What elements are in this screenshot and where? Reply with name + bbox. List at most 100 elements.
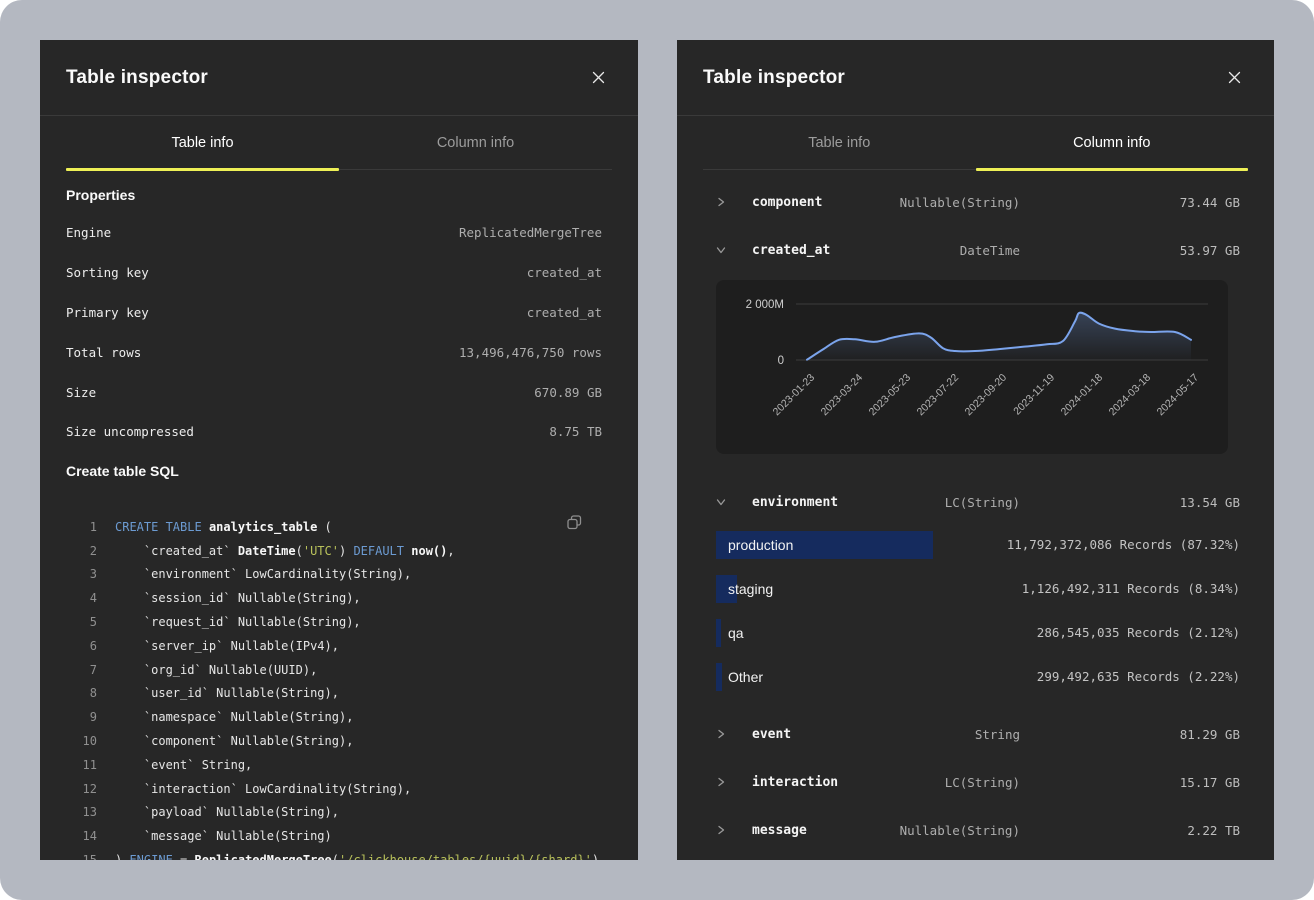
line-number: 4 bbox=[40, 587, 97, 611]
expand-chevron-right bbox=[716, 825, 728, 835]
sql-line-code: `server_ip` Nullable(IPv4), bbox=[97, 635, 339, 659]
column-row-message[interactable]: messageNullable(String)2.22 TB bbox=[677, 806, 1274, 854]
x-axis-label: 2023-07-22 bbox=[915, 372, 962, 419]
expand-chevron-down bbox=[716, 245, 728, 255]
property-value: created_at bbox=[527, 305, 602, 320]
sql-line: 5 `request_id` Nullable(String), bbox=[40, 611, 638, 635]
property-row: Total rows13,496,476,750 rows bbox=[40, 332, 638, 372]
sql-line: 15) ENGINE = ReplicatedMergeTree('/click… bbox=[40, 849, 638, 860]
column-name: created_at bbox=[752, 243, 960, 258]
sql-line-code: `created_at` DateTime('UTC') DEFAULT now… bbox=[97, 540, 455, 564]
column-size: 13.54 GB bbox=[1020, 495, 1240, 510]
column-size: 2.22 TB bbox=[1020, 823, 1240, 838]
line-number: 2 bbox=[40, 540, 97, 564]
sql-line-code: `component` Nullable(String), bbox=[97, 730, 353, 754]
sql-line: 4 `session_id` Nullable(String), bbox=[40, 587, 638, 611]
column-name: event bbox=[752, 727, 975, 742]
chevron-right-icon bbox=[716, 777, 726, 787]
close-icon bbox=[1228, 71, 1241, 84]
value-distribution-row: Other299,492,635 Records (2.22%) bbox=[716, 663, 1240, 691]
table-inspector-dialog-column-info: Table inspector Table info Column info c… bbox=[677, 40, 1274, 860]
expand-chevron-right bbox=[716, 777, 728, 787]
expand-chevron-right bbox=[716, 729, 728, 739]
sql-line: 3 `environment` LowCardinality(String), bbox=[40, 563, 638, 587]
sql-line: 9 `namespace` Nullable(String), bbox=[40, 706, 638, 730]
value-distribution-row: qa286,545,035 Records (2.12%) bbox=[716, 619, 1240, 647]
expand-chevron-down bbox=[716, 497, 728, 507]
line-number: 1 bbox=[40, 516, 97, 540]
column-type: Nullable(String) bbox=[900, 823, 1020, 838]
column-size: 81.29 GB bbox=[1020, 727, 1240, 742]
sql-line-code: `user_id` Nullable(String), bbox=[97, 682, 339, 706]
x-axis-label: 2023-05-23 bbox=[867, 372, 914, 419]
line-number: 3 bbox=[40, 563, 97, 587]
value-record-count: 299,492,635 Records (2.22%) bbox=[1037, 663, 1240, 691]
value-distribution-row: production11,792,372,086 Records (87.32%… bbox=[716, 531, 1240, 559]
sql-line: 14 `message` Nullable(String) bbox=[40, 825, 638, 849]
sql-line: 6 `server_ip` Nullable(IPv4), bbox=[40, 635, 638, 659]
column-size: 15.17 GB bbox=[1020, 775, 1240, 790]
line-number: 7 bbox=[40, 659, 97, 683]
tab-column-info[interactable]: Column info bbox=[339, 116, 612, 169]
line-number: 9 bbox=[40, 706, 97, 730]
y-axis-label-zero: 0 bbox=[778, 355, 784, 367]
column-row-environment[interactable]: environmentLC(String)13.54 GB bbox=[677, 478, 1274, 526]
tab-bar: Table info Column info bbox=[703, 116, 1248, 170]
property-row: EngineReplicatedMergeTree bbox=[40, 213, 638, 253]
property-label: Total rows bbox=[66, 345, 141, 360]
y-axis-label-top: 2 000M bbox=[746, 299, 784, 311]
copy-sql-button[interactable] bbox=[563, 512, 585, 534]
dialog-header: Table inspector bbox=[677, 40, 1274, 116]
tab-table-info[interactable]: Table info bbox=[66, 116, 339, 169]
column-size: 53.97 GB bbox=[1020, 243, 1240, 258]
column-type: LC(String) bbox=[945, 495, 1020, 510]
sql-line-code: `org_id` Nullable(UUID), bbox=[97, 659, 317, 683]
property-row: Size670.89 GB bbox=[40, 372, 638, 412]
properties-heading: Properties bbox=[66, 187, 612, 203]
line-number: 8 bbox=[40, 682, 97, 706]
column-row-component[interactable]: componentNullable(String)73.44 GB bbox=[677, 178, 1274, 226]
sql-line-code: `interaction` LowCardinality(String), bbox=[97, 778, 411, 802]
column-name: environment bbox=[752, 495, 945, 510]
column-list: componentNullable(String)73.44 GBcreated… bbox=[677, 178, 1274, 854]
close-button[interactable] bbox=[584, 64, 612, 92]
value-record-count: 286,545,035 Records (2.12%) bbox=[1037, 619, 1240, 647]
chevron-down-icon bbox=[716, 245, 726, 255]
property-value: ReplicatedMergeTree bbox=[459, 225, 602, 240]
sql-line: 7 `org_id` Nullable(UUID), bbox=[40, 659, 638, 683]
column-name: component bbox=[752, 195, 900, 210]
sql-line-code: `session_id` Nullable(String), bbox=[97, 587, 361, 611]
line-number: 15 bbox=[40, 849, 97, 860]
sql-line: 12 `interaction` LowCardinality(String), bbox=[40, 778, 638, 802]
sql-line: 1CREATE TABLE analytics_table ( bbox=[40, 516, 638, 540]
column-name: interaction bbox=[752, 775, 945, 790]
chevron-down-icon bbox=[716, 497, 726, 507]
property-row: Primary keycreated_at bbox=[40, 293, 638, 333]
tab-table-info[interactable]: Table info bbox=[703, 116, 976, 169]
sql-line-code: `namespace` Nullable(String), bbox=[97, 706, 353, 730]
expand-chevron-right bbox=[716, 197, 728, 207]
column-type: DateTime bbox=[960, 243, 1020, 258]
sql-line: 10 `component` Nullable(String), bbox=[40, 730, 638, 754]
column-row-interaction[interactable]: interactionLC(String)15.17 GB bbox=[677, 758, 1274, 806]
x-axis-label: 2023-09-20 bbox=[963, 372, 1010, 419]
table-inspector-dialog-table-info: Table inspector Table info Column info P… bbox=[40, 40, 638, 860]
tab-column-info[interactable]: Column info bbox=[976, 116, 1249, 169]
property-label: Size bbox=[66, 385, 96, 400]
x-axis-label: 2023-01-23 bbox=[771, 372, 818, 419]
column-histogram-chart-container: 2 000M02023-01-232023-03-242023-05-23202… bbox=[716, 280, 1228, 454]
value-distribution-row: staging1,126,492,311 Records (8.34%) bbox=[716, 575, 1240, 603]
column-row-created_at[interactable]: created_atDateTime53.97 GB bbox=[677, 226, 1274, 274]
sql-line: 11 `event` String, bbox=[40, 754, 638, 778]
value-record-count: 11,792,372,086 Records (87.32%) bbox=[1007, 531, 1240, 559]
chevron-right-icon bbox=[716, 729, 726, 739]
column-row-event[interactable]: eventString81.29 GB bbox=[677, 710, 1274, 758]
chevron-right-icon bbox=[716, 197, 726, 207]
value-record-count: 1,126,492,311 Records (8.34%) bbox=[1022, 575, 1240, 603]
column-size: 73.44 GB bbox=[1020, 195, 1240, 210]
x-axis-label: 2023-03-24 bbox=[819, 372, 866, 419]
column-type: String bbox=[975, 727, 1020, 742]
line-number: 5 bbox=[40, 611, 97, 635]
chevron-right-icon bbox=[716, 825, 726, 835]
close-button[interactable] bbox=[1220, 64, 1248, 92]
